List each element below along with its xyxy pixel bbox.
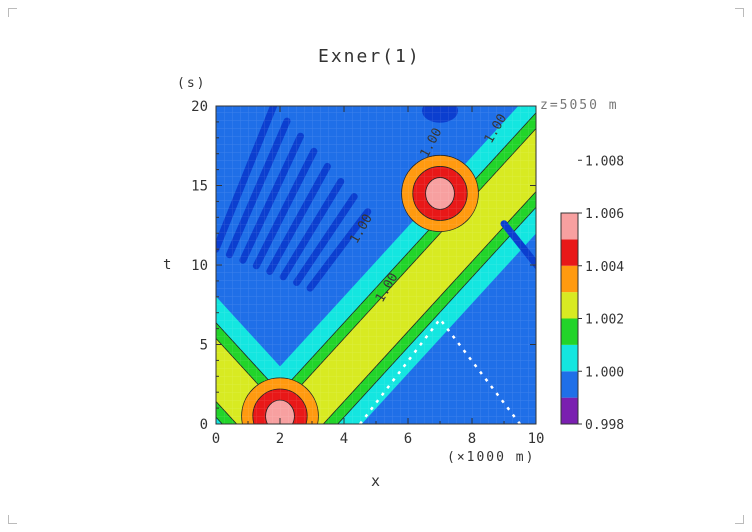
- y-tick-label: 0: [200, 417, 208, 433]
- colorbar-label: 1.004: [585, 260, 624, 275]
- frame-corner-top-right: [735, 8, 744, 17]
- x-axis-label: x: [371, 472, 383, 490]
- colorbar-swatch: [561, 397, 578, 424]
- colorbar-label: 1.000: [585, 365, 624, 380]
- colorbar-swatch: [561, 213, 578, 240]
- colorbar-swatch: [561, 371, 578, 398]
- y-tick-label: 10: [191, 258, 208, 274]
- y-tick-label: 5: [200, 338, 208, 354]
- y-tick-label: 15: [191, 179, 208, 195]
- contour-line: [216, 400, 238, 424]
- x-tick-label: 4: [340, 431, 348, 447]
- y-axis-unit: (s): [177, 76, 207, 91]
- colorbar-label: 0.998: [585, 418, 624, 433]
- x-tick-label: 10: [528, 431, 545, 447]
- x-axis-unit: (×1000 m): [447, 450, 536, 465]
- colorbar-swatch: [561, 318, 578, 345]
- x-tick-label: 0: [212, 431, 220, 447]
- x-tick-label: 8: [468, 431, 476, 447]
- colorbar-swatch: [561, 239, 578, 266]
- colorbar-label: 1.002: [585, 313, 624, 328]
- height-annotation: z=5050 m: [540, 98, 619, 113]
- colorbar-swatch: [561, 292, 578, 319]
- colorbar-swatch: [561, 265, 578, 293]
- frame-corner-top-left: [8, 8, 17, 17]
- y-axis-label: t: [163, 257, 174, 273]
- y-tick-label: 20: [191, 99, 208, 115]
- x-tick-label: 2: [276, 431, 284, 447]
- frame-corner-bottom-left: [8, 515, 17, 524]
- colorbar-label: 1.006: [585, 207, 624, 222]
- frame-corner-bottom-right: [735, 515, 744, 524]
- chart-title: Exner(1): [318, 46, 421, 67]
- x-tick-label: 6: [404, 431, 412, 447]
- colorbar: 0.998 1.000 1.002 1.004 1.006 1.008: [560, 154, 624, 433]
- colorbar-swatch: [561, 344, 578, 372]
- colorbar-label: 1.008: [585, 154, 624, 169]
- grid-overlay: [216, 106, 536, 424]
- axes: 0 2 4 6 8 10 0 5 10 15 20: [191, 99, 544, 447]
